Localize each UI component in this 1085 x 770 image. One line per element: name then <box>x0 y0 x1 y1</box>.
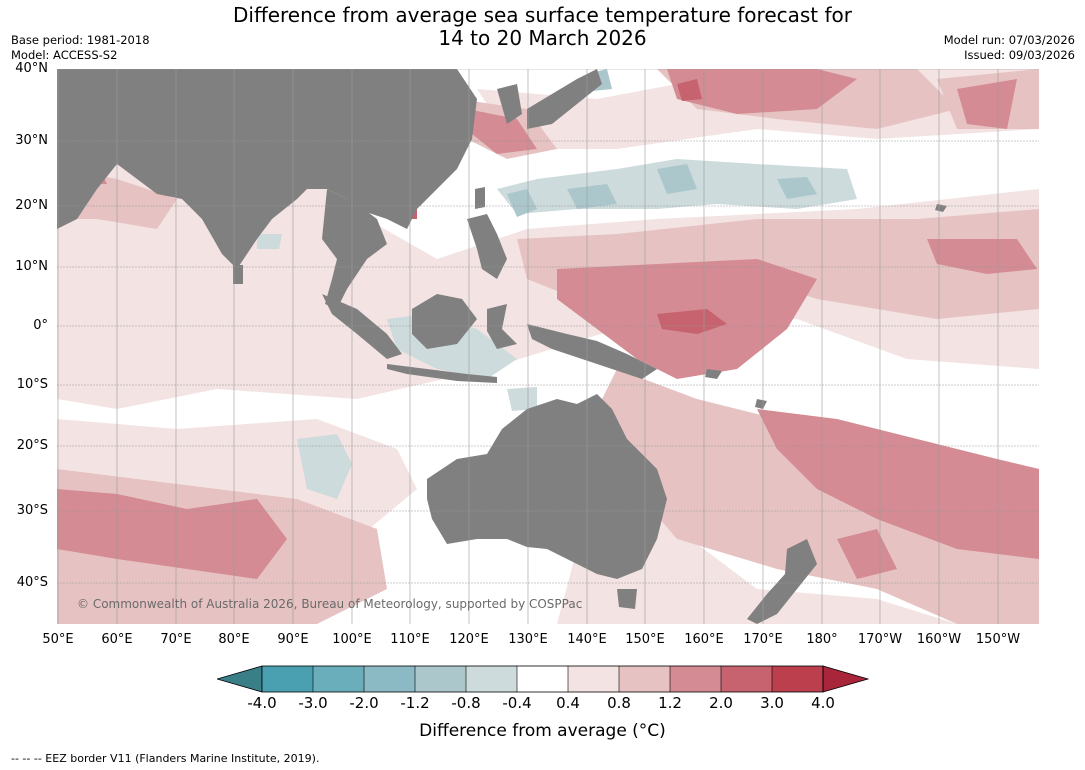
colorbar-segment <box>415 666 466 692</box>
colorbar-segment <box>619 666 670 692</box>
colorbar-tick: 0.4 <box>556 694 580 712</box>
lon-label: 170°W <box>857 632 903 647</box>
philippines-landmass <box>467 214 507 279</box>
colorbar-tick: -0.8 <box>451 694 481 712</box>
japan-landmass <box>527 69 602 129</box>
chart-title-line2: 14 to 20 March 2026 <box>438 26 647 50</box>
colorbar-tick: -4.0 <box>247 694 277 712</box>
sulawesi-landmass <box>487 304 517 349</box>
lat-label: 10°S <box>16 377 48 392</box>
colorbar-tick: 3.0 <box>760 694 784 712</box>
asia-landmass <box>57 69 477 269</box>
new-zealand-landmass <box>747 539 817 624</box>
lat-label: 30°S <box>16 503 48 518</box>
sst-anomaly-map <box>57 69 1039 624</box>
colorbar-tick: -3.0 <box>298 694 328 712</box>
model-name: Model: ACCESS-S2 <box>11 48 118 62</box>
colorbar-tick: -0.4 <box>502 694 532 712</box>
colorbar <box>217 665 869 693</box>
lon-label: 50°E <box>42 632 74 647</box>
lon-label: 100°E <box>332 632 372 647</box>
lon-label: 70°E <box>160 632 192 647</box>
base-period: Base period: 1981-2018 <box>11 33 150 47</box>
colorbar-over-triangle <box>822 665 869 693</box>
graticule <box>57 69 1039 624</box>
chart-title-line1: Difference from average sea surface temp… <box>232 3 852 27</box>
meta-right: Model run: 07/03/2026 Issued: 09/03/2026 <box>944 33 1075 63</box>
chart-title: Difference from average sea surface temp… <box>0 4 1085 50</box>
eez-footnote: -- -- -- EEZ border V11 (Flanders Marine… <box>11 752 320 765</box>
colorbar-segment <box>262 666 313 692</box>
lon-label: 180° <box>806 632 838 647</box>
colorbar-tick: -1.2 <box>400 694 430 712</box>
colorbar-segment <box>466 666 517 692</box>
colorbar-tick: -2.0 <box>349 694 379 712</box>
colorbar-under-triangle <box>217 665 263 693</box>
australia-landmass <box>427 394 667 579</box>
korea-landmass <box>497 84 522 124</box>
tasmania-landmass <box>617 589 637 609</box>
lon-label: 60°E <box>101 632 133 647</box>
lon-label: 140°E <box>567 632 607 647</box>
lat-label: 20°N <box>15 198 48 213</box>
anomaly-1p2-2p0 <box>57 69 1039 579</box>
meta-left: Base period: 1981-2018 Model: ACCESS-S2 <box>11 33 150 63</box>
colorbar-tick: 2.0 <box>709 694 733 712</box>
lon-label: 80°E <box>218 632 250 647</box>
colorbar-tick: 0.8 <box>607 694 631 712</box>
java-landmass <box>387 364 497 383</box>
colorbar-segment <box>772 666 823 692</box>
colorbar-segment <box>568 666 619 692</box>
lat-label: 0° <box>33 318 48 333</box>
lon-label: 150°W <box>975 632 1021 647</box>
lon-label: 120°E <box>449 632 489 647</box>
copyright-notice: © Commonwealth of Australia 2026, Bureau… <box>77 597 583 611</box>
lon-label: 90°E <box>277 632 309 647</box>
lon-label: 150°E <box>625 632 665 647</box>
colorbar-segment <box>517 666 568 692</box>
lat-label: 40°S <box>16 575 48 590</box>
lon-label: 170°E <box>743 632 783 647</box>
lat-label: 10°N <box>15 259 48 274</box>
colorbar-segment <box>670 666 721 692</box>
lon-label: 130°E <box>508 632 548 647</box>
colorbar-segment <box>313 666 364 692</box>
lon-label: 160°E <box>684 632 724 647</box>
sumatra-landmass <box>322 294 402 359</box>
new-guinea-landmass <box>527 324 657 379</box>
colorbar-title: Difference from average (°C) <box>419 721 666 741</box>
lon-label: 110°E <box>390 632 430 647</box>
colorbar-tick: 4.0 <box>811 694 835 712</box>
lat-label: 30°N <box>15 133 48 148</box>
borneo-landmass <box>412 294 477 349</box>
lat-label: 20°S <box>16 438 48 453</box>
colorbar-tick: 1.2 <box>658 694 682 712</box>
indochina-landmass <box>322 189 387 309</box>
lat-label: 40°N <box>15 61 48 76</box>
lon-label: 160°W <box>916 632 962 647</box>
issued-date: Issued: 09/03/2026 <box>964 48 1075 62</box>
land <box>57 69 947 624</box>
model-run: Model run: 07/03/2026 <box>943 33 1075 47</box>
colorbar-segment <box>721 666 772 692</box>
colorbar-segment <box>364 666 415 692</box>
